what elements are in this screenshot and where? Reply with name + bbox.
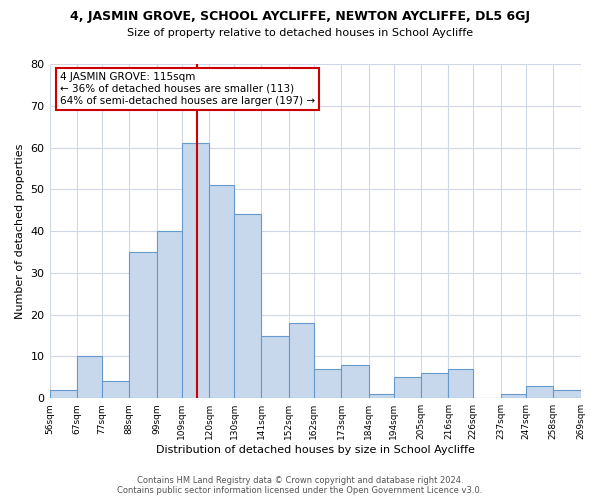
Bar (368, 394, 394, 398)
Bar (553, 390, 581, 398)
Bar (102, 382, 130, 398)
Bar (341, 365, 368, 398)
Y-axis label: Number of detached properties: Number of detached properties (15, 144, 25, 319)
Bar (394, 378, 421, 398)
Bar (50, 390, 77, 398)
Bar (234, 214, 262, 398)
Bar (289, 323, 314, 398)
Bar (262, 336, 289, 398)
Bar (501, 394, 526, 398)
Bar (448, 369, 473, 398)
Bar (526, 386, 553, 398)
Text: 4 JASMIN GROVE: 115sqm
← 36% of detached houses are smaller (113)
64% of semi-de: 4 JASMIN GROVE: 115sqm ← 36% of detached… (60, 72, 315, 106)
Bar (77, 356, 102, 398)
Bar (209, 185, 234, 398)
Bar (130, 252, 157, 398)
Text: 4, JASMIN GROVE, SCHOOL AYCLIFFE, NEWTON AYCLIFFE, DL5 6GJ: 4, JASMIN GROVE, SCHOOL AYCLIFFE, NEWTON… (70, 10, 530, 23)
Bar (157, 231, 182, 398)
Text: Contains HM Land Registry data © Crown copyright and database right 2024.
Contai: Contains HM Land Registry data © Crown c… (118, 476, 482, 495)
Text: Size of property relative to detached houses in School Aycliffe: Size of property relative to detached ho… (127, 28, 473, 38)
Bar (421, 373, 448, 398)
Bar (314, 369, 341, 398)
Bar (182, 144, 209, 398)
X-axis label: Distribution of detached houses by size in School Aycliffe: Distribution of detached houses by size … (155, 445, 475, 455)
